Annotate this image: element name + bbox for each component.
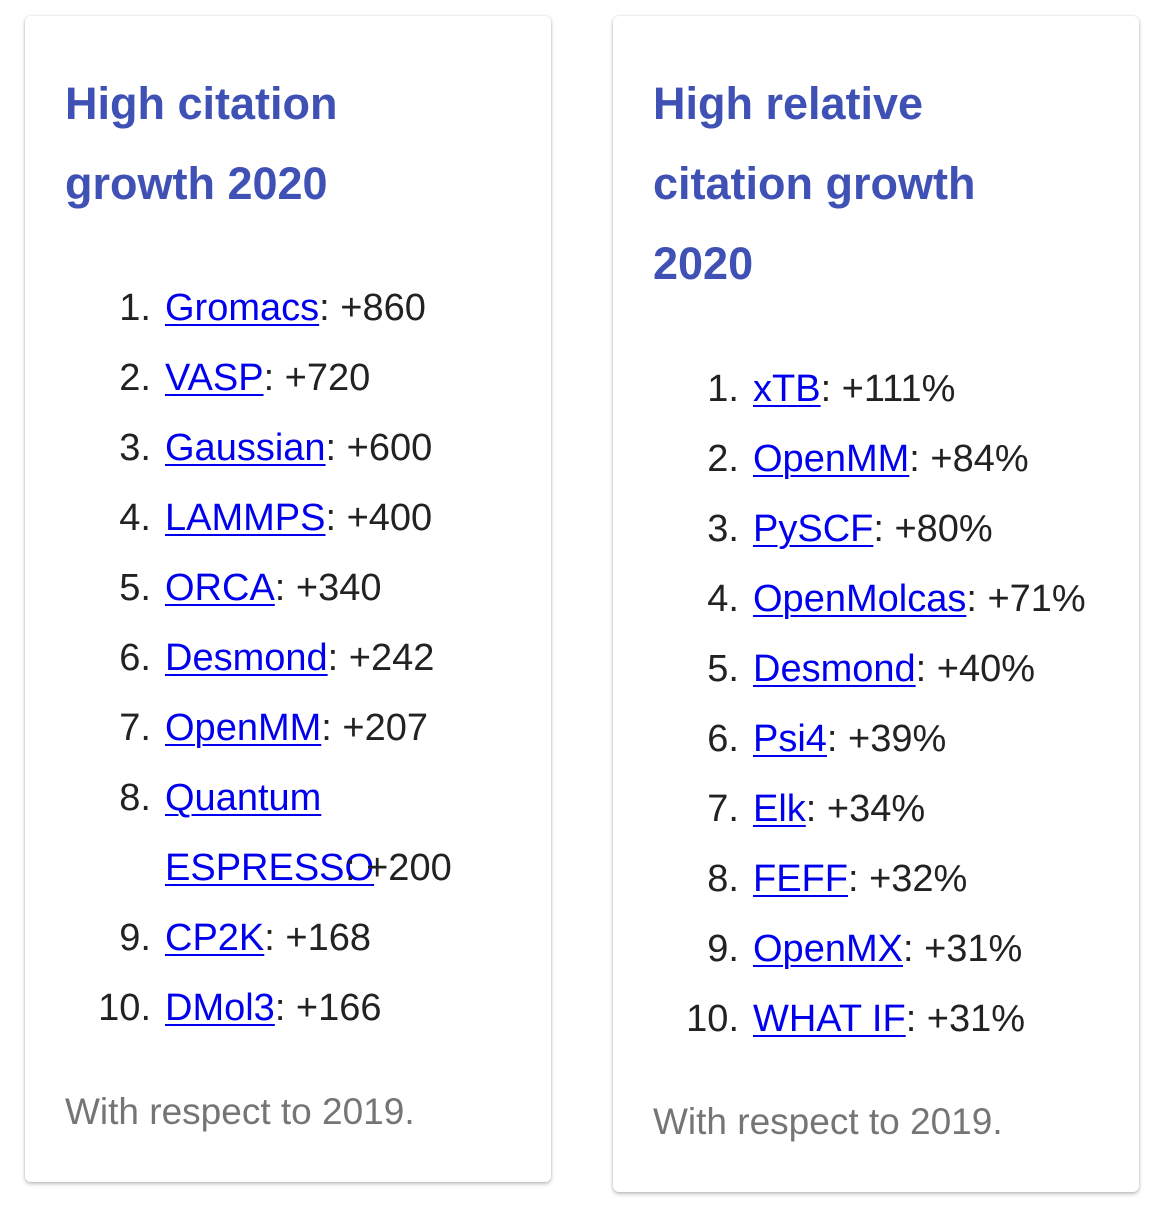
list-item: 4. LAMMPS: +400	[25, 483, 452, 553]
software-link-psi4[interactable]: Psi4	[753, 718, 827, 760]
software-link-openmx[interactable]: OpenMX	[753, 928, 903, 970]
software-link-gaussian[interactable]: Gaussian	[165, 427, 326, 469]
software-link-cp2k[interactable]: CP2K	[165, 917, 265, 959]
list-item: 1. xTB: +111%	[613, 354, 1086, 424]
list-item: 9. OpenMX: +31%	[613, 914, 1086, 984]
rank-number: 8.	[119, 777, 151, 819]
growth-value: : +71%	[966, 578, 1086, 620]
rank-number: 2.	[119, 357, 151, 399]
software-link-gromacs[interactable]: Gromacs	[165, 287, 320, 329]
rank-number: 6.	[119, 637, 151, 679]
card-title: High citation growth 2020	[65, 64, 337, 224]
ranking-list: 1. xTB: +111% 2. OpenMM: +84% 3. PySCF: +80…	[613, 354, 1086, 1054]
list-item: 2. OpenMM: +84%	[613, 424, 1086, 494]
footnote: With respect to 2019.	[65, 1091, 415, 1132]
software-link-feff[interactable]: FEFF	[753, 858, 848, 900]
growth-value: : +32%	[847, 858, 968, 900]
rank-number: 5.	[707, 648, 739, 690]
growth-value: : +111%	[820, 368, 956, 410]
relative-citation-growth-card: High relative citation growth 2020 1. xTB: …	[613, 16, 1139, 1192]
title-line: 2020	[653, 238, 754, 289]
software-link-what-if[interactable]: WHAT IF	[753, 998, 906, 1040]
software-link-desmond[interactable]: Desmond	[753, 648, 916, 690]
list-item: 3. Gaussian: +600	[25, 413, 452, 483]
rank-number: 8.	[707, 858, 739, 900]
rank-number: 4.	[707, 578, 739, 620]
software-link-openmolcas[interactable]: OpenMolcas	[753, 578, 967, 620]
rank-number: 9.	[119, 917, 151, 959]
growth-value: : +600	[325, 427, 433, 469]
list-item: 5. ORCA: +340	[25, 553, 452, 623]
software-link-vasp[interactable]: VASP	[165, 357, 264, 399]
list-item: 7. OpenMM: +207	[25, 693, 452, 763]
citation-growth-card: High citation growth 2020 1. Gromacs: +860…	[25, 16, 551, 1182]
rank-number: 1.	[119, 287, 151, 329]
rank-number: 9.	[707, 928, 739, 970]
software-link-elk[interactable]: Elk	[753, 788, 806, 830]
rank-number: 7.	[119, 707, 151, 749]
growth-value: : +400	[325, 497, 433, 539]
list-item: 10. WHAT IF: +31%	[613, 984, 1086, 1054]
growth-value: : +80%	[873, 508, 993, 550]
ranking-list: 1. Gromacs: +860 2. VASP: +720 3. Gaussian:…	[25, 273, 452, 1043]
list-item: 10. DMol3: +166	[25, 973, 452, 1043]
software-link-dmol3[interactable]: DMol3	[165, 987, 275, 1029]
rank-number: 6.	[707, 718, 739, 760]
rank-number: 3.	[707, 508, 739, 550]
software-link-lammps[interactable]: LAMMPS	[165, 497, 326, 539]
rank-number: 7.	[707, 788, 739, 830]
software-link-quantum-espresso[interactable]: Quantum ESPRESSO	[165, 777, 375, 889]
list-item: 8. FEFF: +32%	[613, 844, 1086, 914]
software-link-openmm[interactable]: OpenMM	[753, 438, 910, 480]
list-item: 3. PySCF: +80%	[613, 494, 1086, 564]
software-link-orca[interactable]: ORCA	[165, 567, 275, 609]
growth-value: : +720	[263, 357, 371, 399]
list-item: 8. Quantum ESPRESSO: +200	[25, 763, 452, 903]
growth-value: : +31%	[905, 998, 1026, 1040]
rank-number: 4.	[119, 497, 151, 539]
growth-value: : +340	[274, 567, 382, 609]
list-item: 1. Gromacs: +860	[25, 273, 452, 343]
title-line: growth 2020	[65, 158, 328, 209]
list-item: 6. Desmond: +242	[25, 623, 452, 693]
software-link-desmond[interactable]: Desmond	[165, 637, 328, 679]
growth-value: : +242	[327, 637, 435, 679]
growth-value: : +40%	[915, 648, 1036, 690]
card-title: High relative citation growth 2020	[653, 64, 975, 304]
list-item: 5. Desmond: +40%	[613, 634, 1086, 704]
rank-number: 5.	[119, 567, 151, 609]
growth-value: : +84%	[909, 438, 1029, 480]
software-link-pyscf[interactable]: PySCF	[753, 508, 874, 550]
software-link-xtb[interactable]: xTB	[753, 368, 821, 410]
title-line: High relative	[653, 78, 924, 129]
rank-number: 2.	[707, 438, 739, 480]
growth-value: : +31%	[902, 928, 1023, 970]
title-line: citation growth	[653, 158, 976, 209]
footnote: With respect to 2019.	[653, 1101, 1003, 1142]
rank-number: 3.	[119, 427, 151, 469]
rank-number: 10.	[686, 998, 739, 1040]
list-item: 6. Psi4: +39%	[613, 704, 1086, 774]
growth-value: : +34%	[805, 788, 926, 830]
growth-value: : +200	[345, 847, 452, 889]
software-link-openmm[interactable]: OpenMM	[165, 707, 322, 749]
list-item: 9. CP2K: +168	[25, 903, 452, 973]
rank-number: 1.	[707, 368, 739, 410]
growth-value: : +207	[321, 707, 428, 749]
list-item: 4. OpenMolcas: +71%	[613, 564, 1086, 634]
title-line: High citation	[65, 78, 338, 129]
rank-number: 10.	[98, 987, 151, 1029]
growth-value: : +39%	[826, 718, 947, 760]
growth-value: : +860	[319, 287, 426, 329]
growth-value: : +168	[264, 917, 371, 959]
growth-value: : +166	[274, 987, 382, 1029]
list-item: 2. VASP: +720	[25, 343, 452, 413]
list-item: 7. Elk: +34%	[613, 774, 1086, 844]
